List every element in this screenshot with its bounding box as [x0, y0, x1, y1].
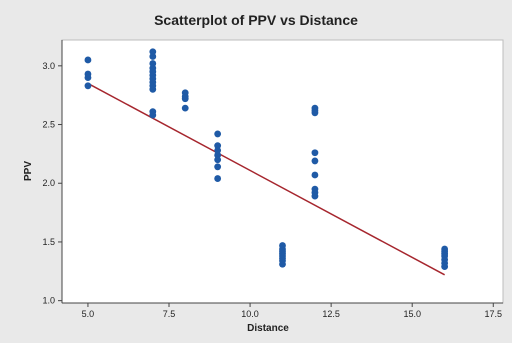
y-tick-label: 1.5 [42, 237, 55, 247]
data-point [84, 82, 92, 90]
data-point [149, 53, 157, 60]
data-point [214, 163, 222, 171]
data-point [214, 130, 222, 138]
data-point [311, 171, 319, 179]
y-tick-label: 2.5 [42, 120, 55, 130]
data-point [311, 157, 319, 165]
data-point [311, 192, 319, 200]
y-tick-label: 2.0 [42, 178, 55, 188]
x-axis-title: Distance [247, 323, 289, 334]
y-axis-ticks: 1.0 1.5 2.0 2.5 3.0 [42, 61, 62, 306]
axes [61, 39, 504, 304]
chart-title: Scatterplot of PPV vs Distance [154, 12, 358, 28]
data-point [214, 151, 222, 159]
data-point [311, 109, 319, 117]
data-point [149, 111, 157, 119]
x-tick-label: 12.5 [322, 309, 340, 319]
x-tick-label: 15.0 [403, 309, 421, 319]
x-tick-label: 10.0 [241, 309, 259, 319]
data-point [149, 85, 157, 93]
data-point [149, 60, 157, 67]
y-axis-title: PPV [23, 161, 34, 181]
data-point [279, 260, 286, 268]
data-point [214, 175, 222, 182]
x-tick-label: 7.5 [163, 309, 176, 319]
data-point [311, 149, 319, 157]
data-point [214, 146, 222, 154]
x-tick-label: 17.5 [485, 309, 503, 319]
x-tick-label: 5.0 [82, 309, 95, 319]
points-group [84, 48, 449, 271]
data-point [441, 263, 449, 271]
fit-line-group [87, 82, 445, 276]
data-point [149, 48, 157, 56]
fit-line [87, 82, 445, 276]
x-axis-ticks: 5.0 7.5 10.0 12.5 15.0 17.5 [82, 303, 502, 319]
data-point [214, 156, 222, 164]
data-point [84, 74, 92, 81]
y-tick-label: 1.0 [42, 296, 55, 306]
data-point [181, 95, 189, 103]
y-tick-label: 3.0 [42, 61, 55, 71]
data-point [84, 56, 92, 64]
data-point [181, 104, 189, 112]
data-point [214, 142, 222, 150]
